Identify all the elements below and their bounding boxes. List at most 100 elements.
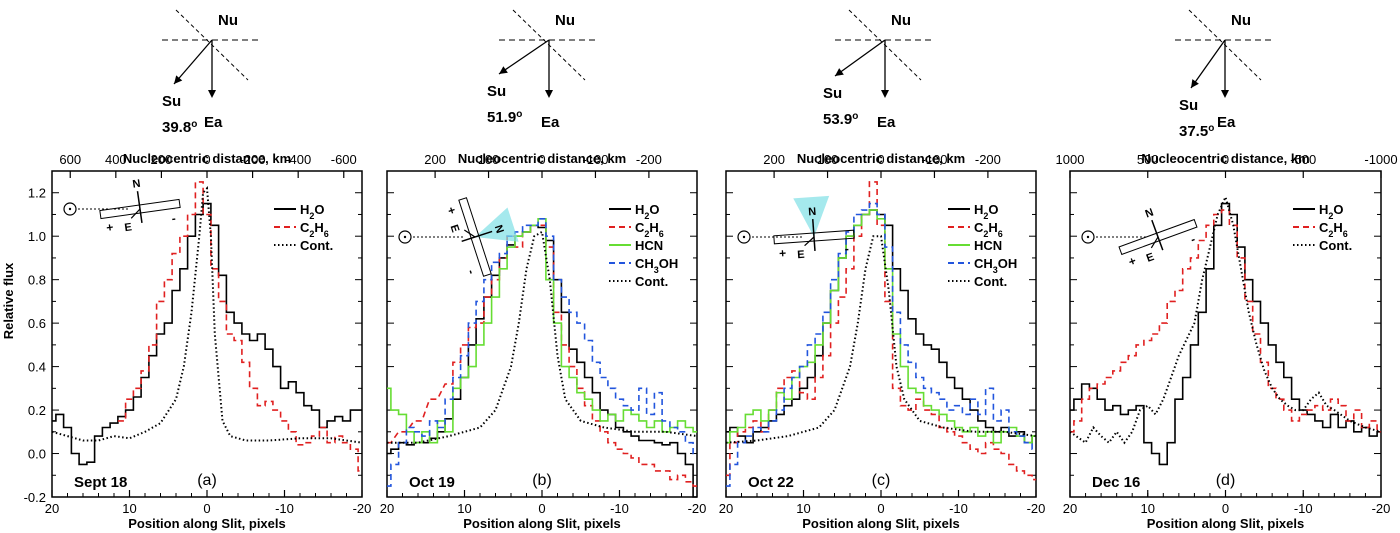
top-axis-label: Nucleocentric distance, km <box>458 151 626 166</box>
x-tick-label: 20 <box>1063 501 1077 516</box>
legend-label: C2H6 <box>974 220 1003 239</box>
sun-symbol-dot <box>68 207 72 211</box>
inset-plus-label: + <box>444 205 459 216</box>
earth-arrowhead <box>881 90 889 98</box>
sun-arrowhead <box>499 66 508 74</box>
legend-label: C2H6 <box>635 220 664 239</box>
top-tick-label: -200 <box>636 152 662 167</box>
x-tick-label: -10 <box>949 501 968 516</box>
panel-date: Dec 16 <box>1092 474 1140 491</box>
series-ch3oh <box>387 218 697 487</box>
inset-E-label: E <box>124 221 133 234</box>
legend-label: Cont. <box>974 274 1007 289</box>
top-axis-label: Nucleocentric distance, km <box>123 151 291 166</box>
legend-label: H2O <box>974 202 999 221</box>
inset-minus-label: - <box>171 211 177 225</box>
legend-label: H2O <box>300 202 325 221</box>
top-tick-label: 600 <box>59 152 81 167</box>
inset-E-label: E <box>797 249 805 261</box>
top-tick-label: 100 <box>478 152 500 167</box>
x-tick-label: 0 <box>538 501 545 516</box>
top-axis-label: Nucleocentric distance, km <box>797 151 965 166</box>
x-tick-label: 10 <box>122 501 136 516</box>
sun-symbol-dot <box>403 235 407 239</box>
slit-inset: N E + - <box>1118 207 1198 269</box>
sun-arrowhead <box>1191 79 1199 88</box>
top-tick-label: 200 <box>763 152 785 167</box>
compass-sun-label: Su <box>487 83 506 100</box>
y-tick-label: 0.4 <box>28 360 46 375</box>
series-cont <box>725 235 1037 444</box>
legend-label: CH3OH <box>635 256 678 275</box>
inset-minus-label: - <box>1189 232 1198 247</box>
series-cont <box>387 230 698 444</box>
top-tick-label: 0 <box>877 152 884 167</box>
x-tick-label: 10 <box>1141 501 1155 516</box>
series-hcn <box>726 209 1036 444</box>
y-tick-label: -0.2 <box>24 490 46 505</box>
top-tick-label: 100 <box>817 152 839 167</box>
y-tick-label: 0.0 <box>28 447 46 462</box>
top-tick-label: 1000 <box>1056 152 1085 167</box>
top-tick-label: -400 <box>285 152 311 167</box>
earth-arrowhead <box>545 90 553 98</box>
series-ch3oh <box>726 202 1036 487</box>
x-tick-label: -10 <box>610 501 629 516</box>
compass-earth-label: Ea <box>204 114 223 131</box>
earth-arrowhead <box>1221 90 1229 98</box>
legend-label: C2H6 <box>1319 220 1348 239</box>
phase-angle-label: 37.5o <box>1179 123 1214 141</box>
x-axis-label: Position along Slit, pixels <box>463 516 620 531</box>
x-tick-label: 0 <box>877 501 884 516</box>
top-tick-label: 0 <box>1222 152 1229 167</box>
east-line <box>1150 236 1159 249</box>
top-tick-label: -500 <box>1290 152 1316 167</box>
top-tick-label: -200 <box>975 152 1001 167</box>
legend-label: Cont. <box>635 274 668 289</box>
top-tick-label: 200 <box>424 152 446 167</box>
x-tick-label: -10 <box>275 501 294 516</box>
earth-arrowhead <box>208 90 216 98</box>
east-line <box>804 236 815 247</box>
sun-arrow <box>498 39 550 75</box>
compass-earth-label: Ea <box>877 114 896 131</box>
north-line <box>136 191 143 223</box>
sun-symbol <box>63 202 77 216</box>
series-c2h6 <box>117 181 362 472</box>
panel-d: 20 10 0 -10 -20 Position along Slit, pixels 10… <box>1056 9 1398 531</box>
compass-earth-label: Ea <box>541 114 560 131</box>
panel-date: Oct 19 <box>409 474 455 491</box>
compass-nucleus-label: Nu <box>218 12 238 29</box>
tail-cone <box>793 195 830 237</box>
inset-plus-label: + <box>105 220 114 235</box>
inset-minus-label: - <box>844 242 849 256</box>
legend-label: H2O <box>1319 202 1344 221</box>
compass-nucleus-label: Nu <box>1231 12 1251 29</box>
y-tick-label: 1.0 <box>28 229 46 244</box>
x-tick-label: 10 <box>796 501 810 516</box>
sun-symbol-dot <box>742 235 746 239</box>
slit-inset: N E + - <box>99 178 181 235</box>
compass-earth-label: Ea <box>1217 114 1236 131</box>
series-h2o <box>387 224 697 498</box>
east-line <box>130 208 141 219</box>
sun-symbol-dot <box>1086 235 1090 239</box>
north-line <box>811 218 816 252</box>
x-axis-label: Position along Slit, pixels <box>1147 516 1304 531</box>
top-tick-label: -1000 <box>1364 152 1397 167</box>
phase-angle-label: 39.8o <box>162 119 197 137</box>
sun-symbol <box>398 230 412 244</box>
legend-label: Cont. <box>1319 238 1352 253</box>
series-h2o <box>726 209 1036 444</box>
compass-nucleus-label: Nu <box>891 12 911 29</box>
top-tick-label: -100 <box>921 152 947 167</box>
sun-arrow <box>834 39 886 77</box>
top-tick-label: 200 <box>151 152 173 167</box>
sun-arrow <box>173 39 213 85</box>
x-tick-label: 0 <box>203 501 210 516</box>
inset-N-label: N <box>1144 207 1156 221</box>
slit-inset: N E + - <box>444 197 519 277</box>
inset-plus-label: + <box>1127 253 1138 269</box>
top-tick-label: 0 <box>538 152 545 167</box>
